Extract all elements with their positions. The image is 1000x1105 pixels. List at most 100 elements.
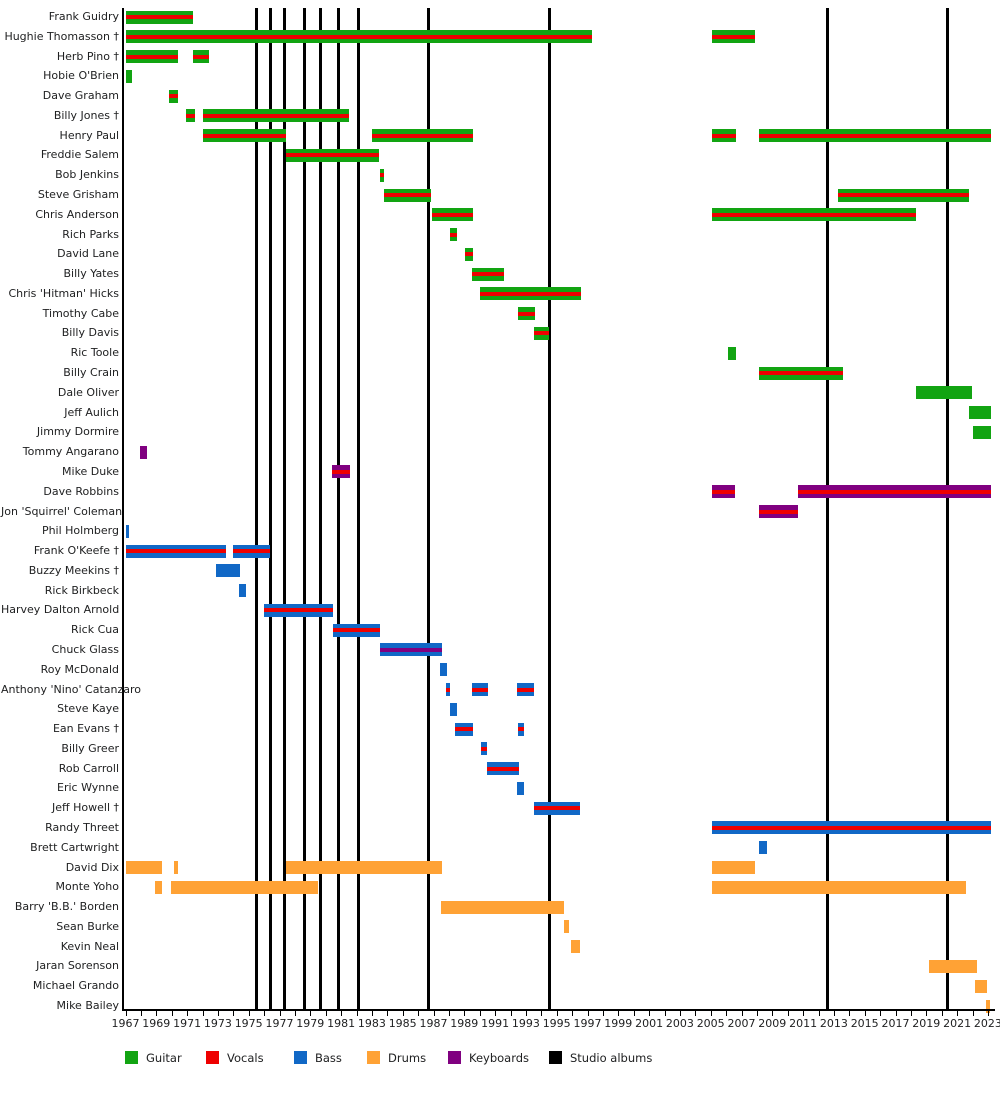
member-tenure-bar: [125, 861, 163, 875]
member-tenure-bar: [239, 584, 247, 598]
secondary-role-stripe: [169, 94, 178, 99]
member-name-label: Monte Yoho: [55, 880, 119, 894]
x-axis-tick: [464, 1011, 466, 1016]
member-tenure-bar: [564, 920, 569, 934]
x-axis-tick: [479, 1011, 481, 1016]
x-axis-tick: [957, 1011, 959, 1016]
secondary-role-stripe: [759, 509, 799, 514]
x-axis-year-label: 1975: [234, 1017, 263, 1030]
member-name-label: Chris Anderson: [35, 207, 119, 221]
member-tenure-bar: [518, 307, 536, 321]
member-tenure-bar: [264, 603, 333, 617]
secondary-role-stripe: [285, 153, 379, 158]
member-name-label: Rick Cua: [70, 623, 119, 637]
x-axis-year-label: 1999: [604, 1017, 633, 1030]
x-axis-tick: [849, 1011, 851, 1016]
x-axis-tick: [310, 1011, 312, 1016]
member-name-label: Mike Bailey: [56, 999, 119, 1012]
secondary-role-stripe: [185, 113, 195, 118]
x-axis-year-label: 2011: [789, 1017, 818, 1030]
member-tenure-bar: [439, 663, 447, 677]
member-name-label: Tommy Angarano: [22, 445, 119, 459]
legend-label: Guitar: [146, 1051, 182, 1065]
guitar-color-swatch: [125, 1051, 138, 1064]
studio-album-line: [336, 8, 340, 1010]
member-tenure-bar: [193, 50, 210, 64]
member-name-label: Eric Wynne: [57, 781, 119, 795]
x-axis-tick: [140, 1011, 142, 1016]
member-tenure-bar: [986, 999, 991, 1013]
member-tenure-bar: [285, 861, 442, 875]
x-axis-year-label: 2019: [912, 1017, 941, 1030]
x-axis-tick: [433, 1011, 435, 1016]
member-name-label: Henry Paul: [59, 128, 119, 142]
member-tenure-bar: [169, 89, 178, 103]
member-tenure-bar: [517, 683, 535, 697]
x-axis-year-label: 2003: [665, 1017, 694, 1030]
member-name-label: Hughie Thomasson †: [4, 29, 119, 43]
member-name-label: Randy Threet: [45, 820, 119, 834]
member-name-label: Jeff Aulich: [64, 405, 119, 419]
member-tenure-bar: [472, 267, 504, 281]
vocals-color-swatch: [206, 1051, 219, 1064]
member-tenure-bar: [712, 485, 736, 499]
studio-album-line: [356, 8, 360, 1010]
x-axis-tick: [217, 1011, 219, 1016]
secondary-role-stripe: [759, 371, 844, 376]
member-name-label: Mike Duke: [62, 464, 119, 478]
x-axis-year-label: 1979: [296, 1017, 325, 1030]
member-name-label: Herb Pino †: [56, 49, 119, 63]
member-tenure-bar: [170, 880, 318, 894]
legend-label: Drums: [388, 1051, 427, 1065]
secondary-role-stripe: [431, 212, 473, 217]
member-tenure-bar: [712, 880, 967, 894]
x-axis-tick: [125, 1011, 127, 1016]
member-tenure-bar: [916, 386, 972, 400]
x-axis-tick: [972, 1011, 974, 1016]
member-tenure-bar: [455, 722, 473, 736]
member-tenure-bar: [140, 445, 148, 459]
x-axis-year-label: 2017: [881, 1017, 910, 1030]
secondary-role-stripe: [332, 628, 381, 633]
member-name-label: Michael Grando: [32, 979, 119, 993]
member-tenure-bar: [712, 821, 991, 835]
secondary-role-stripe: [472, 687, 489, 692]
member-name-label: Chuck Glass: [51, 642, 119, 656]
secondary-role-stripe: [455, 727, 473, 732]
x-axis-tick: [726, 1011, 728, 1016]
x-axis-year-label: 1973: [203, 1017, 232, 1030]
member-tenure-bar: [759, 505, 799, 518]
member-tenure-bar: [125, 69, 133, 83]
secondary-role-stripe: [712, 133, 737, 138]
secondary-role-stripe: [379, 647, 442, 652]
x-axis-tick: [233, 1011, 235, 1016]
secondary-role-stripe: [518, 727, 524, 732]
secondary-role-stripe: [481, 746, 488, 751]
member-tenure-bar: [486, 762, 519, 776]
secondary-role-stripe: [202, 133, 286, 138]
member-tenure-bar: [331, 465, 351, 479]
member-tenure-bar: [125, 10, 194, 24]
x-axis-tick: [587, 1011, 589, 1016]
x-axis-tick: [926, 1011, 928, 1016]
x-axis-year-label: 1981: [327, 1017, 356, 1030]
member-name-label: Jaran Sorenson: [36, 959, 119, 973]
x-axis-tick: [787, 1011, 789, 1016]
studio-album-line: [547, 8, 551, 1010]
secondary-role-stripe: [533, 331, 549, 336]
member-name-label: Hobie O'Brien: [43, 69, 119, 83]
member-name-label: Dave Robbins: [43, 484, 119, 498]
x-axis-tick: [387, 1011, 389, 1016]
member-name-label: Chris 'Hitman' Hicks: [8, 286, 119, 300]
secondary-role-stripe: [797, 489, 991, 494]
secondary-role-stripe: [445, 687, 450, 692]
secondary-role-stripe: [331, 469, 351, 474]
x-axis-tick: [864, 1011, 866, 1016]
x-axis-tick: [495, 1011, 497, 1016]
x-axis-tick: [880, 1011, 882, 1016]
member-tenure-bar: [371, 129, 473, 143]
studio-album-line: [427, 8, 431, 1010]
member-tenure-bar: [837, 188, 969, 202]
member-tenure-bar: [712, 30, 756, 44]
